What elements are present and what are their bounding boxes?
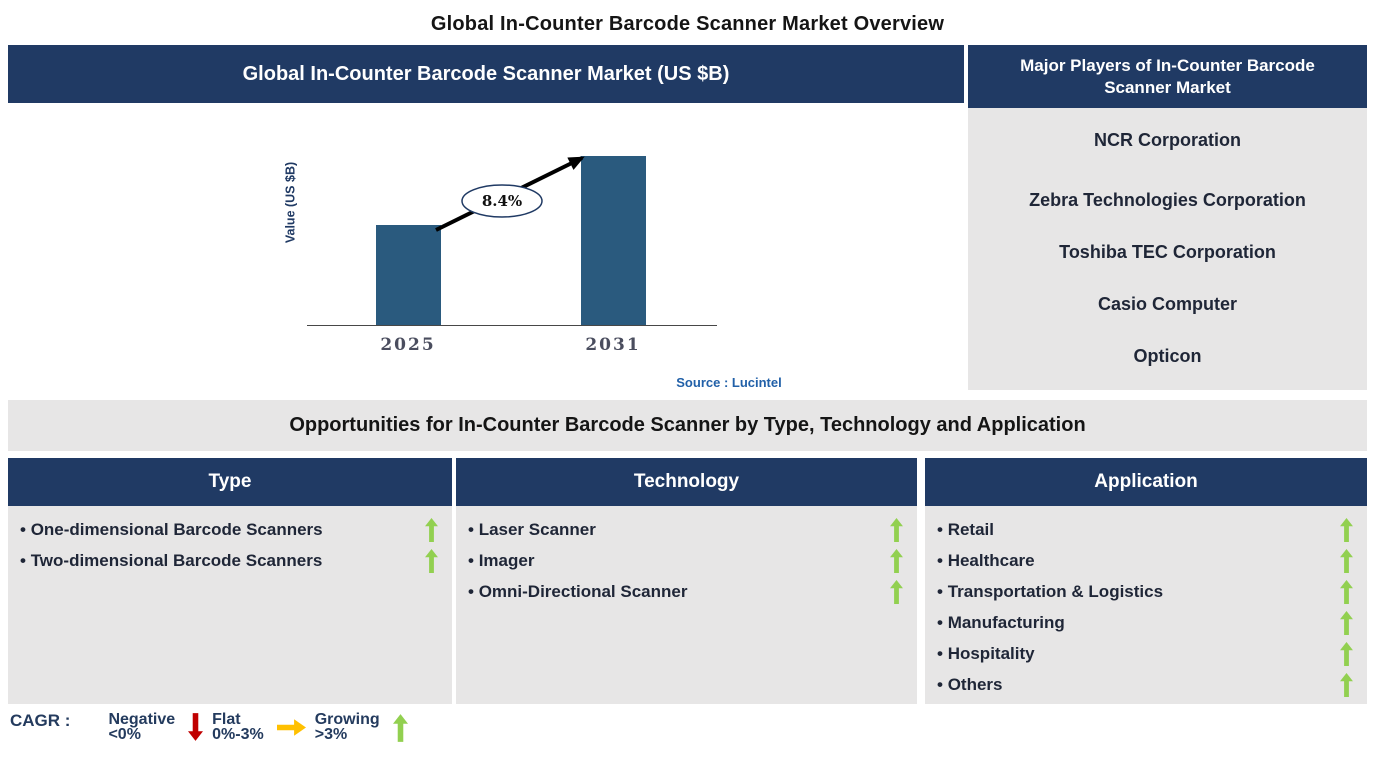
item-label: One-dimensional Barcode Scanners: [20, 520, 323, 540]
technology-column-header: Technology: [456, 458, 917, 506]
legend-entry-text: Growing >3%: [314, 711, 380, 743]
list-item: NCR Corporation: [1094, 130, 1241, 150]
up-arrow-icon: [890, 548, 903, 573]
legend-entry-name: Flat: [212, 711, 241, 728]
list-item: Casio Computer: [1097, 294, 1238, 314]
item-label: Others: [937, 675, 1003, 695]
list-item: Toshiba TEC Corporation: [1059, 242, 1276, 262]
x-tick-2031: 2031: [585, 335, 641, 355]
item-label: Laser Scanner: [468, 520, 596, 540]
list-item: Laser Scanner: [468, 514, 903, 545]
up-arrow-icon: [1340, 641, 1353, 666]
legend-entry-negative: Negative <0%: [108, 711, 212, 743]
x-tick-2025: 2025: [380, 335, 436, 355]
legend-entry-range: 0%-3%: [212, 726, 264, 743]
source-note: Source : Lucintel: [676, 375, 782, 390]
up-arrow-icon: [890, 517, 903, 542]
column-title: Technology: [633, 471, 740, 492]
item-label: Retail: [937, 520, 994, 540]
up-arrow-icon: [1340, 672, 1353, 697]
right-arrow-icon: [276, 719, 306, 736]
up-arrow-icon: [1340, 579, 1353, 604]
opportunities-title: Opportunities for In-Counter Barcode Sca…: [289, 414, 1086, 436]
major-players-title: Major Players of In-Counter Barcode Scan…: [1020, 56, 1315, 97]
list-item: Manufacturing: [937, 607, 1353, 638]
list-item: Omni-Directional Scanner: [468, 576, 903, 607]
growth-arrow: [435, 156, 585, 232]
item-label: Imager: [468, 551, 535, 571]
legend-entry-name: Growing: [314, 711, 380, 728]
list-item: Opticon: [1133, 346, 1202, 366]
bar-2025: [376, 225, 441, 325]
up-arrow-icon: [890, 579, 903, 604]
up-arrow-icon: [1340, 548, 1353, 573]
up-arrow-icon: [1340, 517, 1353, 542]
list-item: Healthcare: [937, 545, 1353, 576]
item-label: Manufacturing: [937, 613, 1065, 633]
list-item: Retail: [937, 514, 1353, 545]
major-players-list: NCR Corporation Zebra Technologies Corpo…: [968, 108, 1367, 390]
cagr-annotation: 8.4%: [481, 192, 523, 210]
column-title: Type: [208, 471, 252, 492]
list-item: One-dimensional Barcode Scanners: [20, 514, 438, 545]
chart-panel-header: Global In-Counter Barcode Scanner Market…: [8, 45, 964, 103]
item-label: Transportation & Logistics: [937, 582, 1163, 602]
legend-label: CAGR :: [10, 711, 71, 730]
down-arrow-icon: [188, 713, 204, 741]
list-item: Zebra Technologies Corporation: [1029, 190, 1306, 210]
chart-panel-title: Global In-Counter Barcode Scanner Market…: [242, 62, 730, 85]
item-label: Hospitality: [937, 644, 1035, 664]
up-arrow-icon: [425, 517, 438, 542]
technology-column: Technology Laser Scanner Imager Omni-Dir…: [456, 458, 917, 704]
application-column-body: Retail Healthcare Transportation & Logis…: [925, 506, 1367, 704]
page-title: Global In-Counter Barcode Scanner Market…: [430, 13, 945, 35]
cagr-legend: CAGR : Negative <0% Flat 0%-3% Growing >…: [10, 712, 417, 743]
bar-2031: [581, 156, 646, 325]
list-item: Hospitality: [937, 638, 1353, 669]
up-arrow-icon: [392, 713, 408, 743]
list-item: Others: [937, 669, 1353, 700]
legend-entry-range: <0%: [108, 726, 141, 743]
major-players-panel: Major Players of In-Counter Barcode Scan…: [968, 45, 1367, 390]
list-item: Imager: [468, 545, 903, 576]
item-label: Healthcare: [937, 551, 1035, 571]
type-column-body: One-dimensional Barcode Scanners Two-dim…: [8, 506, 452, 704]
legend-entry-name: Negative: [108, 711, 176, 728]
up-arrow-icon: [1340, 610, 1353, 635]
major-players-header: Major Players of In-Counter Barcode Scan…: [968, 45, 1367, 108]
list-item: Transportation & Logistics: [937, 576, 1353, 607]
legend-entry-text: Flat 0%-3%: [212, 711, 264, 743]
column-title: Application: [1094, 471, 1198, 492]
legend-entry-growing: Growing >3%: [315, 712, 417, 743]
application-column: Application Retail Healthcare Transporta…: [925, 458, 1367, 704]
technology-column-body: Laser Scanner Imager Omni-Directional Sc…: [456, 506, 917, 704]
application-column-header: Application: [925, 458, 1367, 506]
item-label: Omni-Directional Scanner: [468, 582, 688, 602]
opportunities-band: Opportunities for In-Counter Barcode Sca…: [8, 400, 1367, 451]
legend-entry-flat: Flat 0%-3%: [212, 711, 315, 743]
up-arrow-icon: [425, 548, 438, 573]
item-label: Two-dimensional Barcode Scanners: [20, 551, 323, 571]
legend-entry-range: >3%: [314, 726, 348, 743]
legend-entry-text: Negative <0%: [108, 711, 176, 743]
x-axis-line: [307, 325, 717, 326]
type-column: Type One-dimensional Barcode Scanners Tw…: [8, 458, 452, 704]
bar-chart: Value (US $B) 8.4% 2025 2031 Source : Lu…: [8, 103, 964, 395]
list-item: Two-dimensional Barcode Scanners: [20, 545, 438, 576]
type-column-header: Type: [8, 458, 452, 506]
